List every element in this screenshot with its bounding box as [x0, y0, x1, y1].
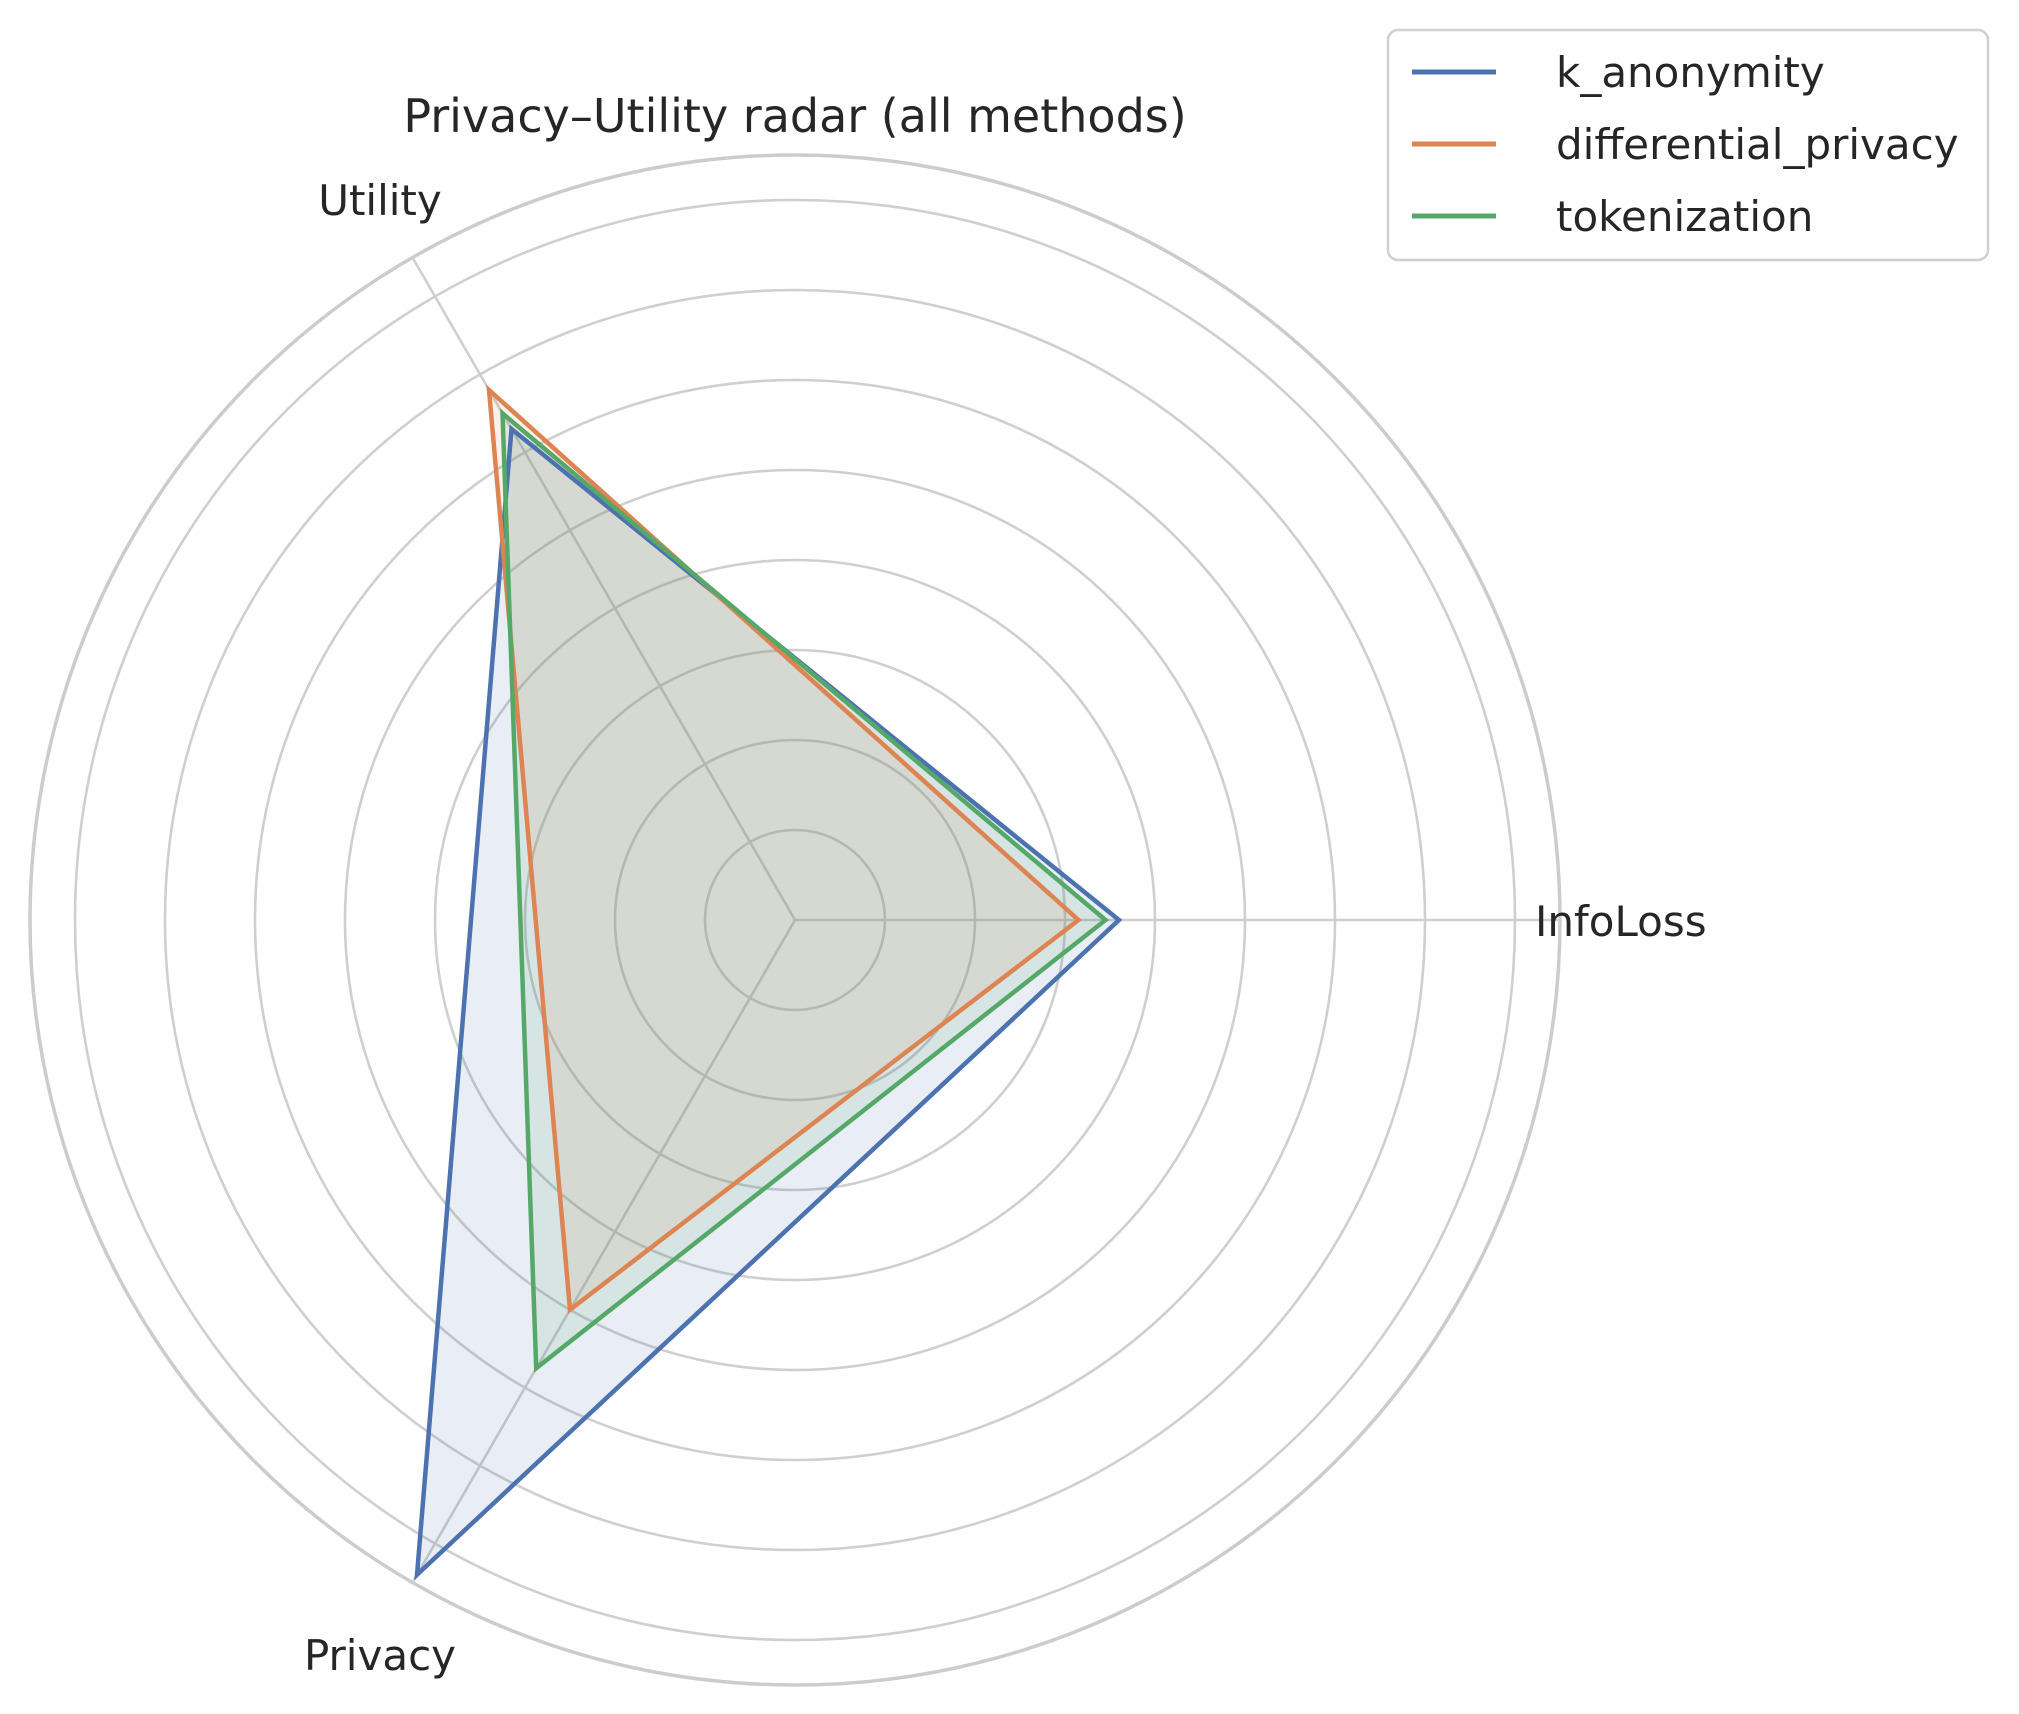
radar-grid	[28, 153, 1562, 1687]
axis-label-infoloss: InfoLoss	[1535, 897, 1707, 946]
series-line-tokenization	[500, 408, 1110, 1373]
legend-label-tokenization: tokenization	[1556, 192, 1813, 241]
chart-title: Privacy–Utility radar (all methods)	[403, 89, 1186, 143]
legend: k_anonymity differential_privacy tokenizat…	[1386, 28, 1990, 262]
series-fill-tokenization	[502, 413, 1106, 1369]
axis-label-privacy: Privacy	[304, 1631, 456, 1680]
series-fill-k-anonymity	[417, 429, 1119, 1575]
axis-label-utility: Utility	[318, 176, 442, 225]
series-line-differential-privacy	[486, 384, 1083, 1314]
grid-spoke-privacy	[411, 919, 797, 1584]
series-fill-differential-privacy	[489, 390, 1079, 1310]
legend-label-differential-privacy: differential_privacy	[1556, 120, 1959, 169]
series-lines	[414, 384, 1123, 1581]
axis-labels: InfoLoss Utility Privacy	[304, 176, 1707, 1680]
legend-label-k-anonymity: k_anonymity	[1556, 48, 1825, 97]
legend-frame	[1386, 28, 1990, 262]
series-fills	[417, 390, 1119, 1575]
grid-spoke-utility	[411, 256, 797, 921]
